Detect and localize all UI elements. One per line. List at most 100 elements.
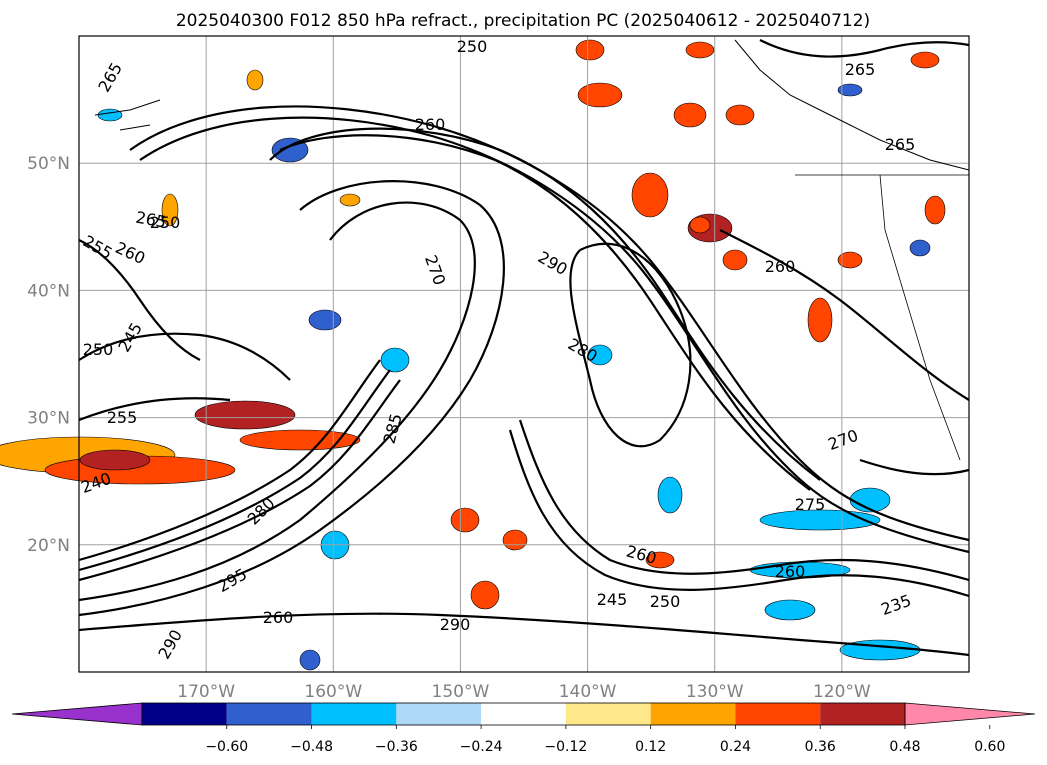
contour-label: 260	[765, 257, 796, 276]
colorbar-tick-label: −0.60	[205, 739, 248, 755]
y-axis-ticks: 20°N 30°N 40°N 50°N	[27, 154, 70, 556]
contour-line	[78, 612, 970, 657]
contour-label: 245	[597, 590, 628, 609]
x-tick-label: 170°W	[177, 682, 235, 702]
precip-shaded-region	[807, 297, 833, 343]
colorbar-tick-label: 0.24	[720, 739, 751, 755]
contour-label: 250	[650, 592, 681, 611]
colorbar-segment	[396, 703, 482, 725]
coastline	[734, 39, 970, 171]
precip-shaded-region	[502, 529, 528, 551]
colorbar-tick-label: −0.36	[375, 739, 418, 755]
contour-label: 260	[263, 608, 294, 627]
precip-shaded-region	[764, 599, 816, 621]
contour-line	[78, 359, 381, 562]
colorbar-segment	[565, 703, 651, 725]
colorbar-segments	[11, 702, 1036, 726]
colorbar-segment	[650, 703, 736, 725]
precip-shaded-region	[246, 69, 264, 91]
precip-shaded-region	[299, 649, 321, 671]
coastlines	[94, 39, 970, 461]
precip-shaded-region	[575, 39, 605, 61]
precip-shaded-region	[645, 551, 675, 569]
refractivity-contours	[78, 39, 970, 657]
map-background	[79, 36, 969, 672]
contour-label: 290	[440, 615, 471, 634]
contour-label: 250	[150, 213, 181, 232]
x-tick-label: 130°W	[686, 682, 744, 702]
precip-shaded-region	[910, 51, 940, 69]
x-tick-label: 150°W	[432, 682, 490, 702]
colorbar-segment	[142, 703, 227, 725]
contour-label: 260	[415, 115, 446, 134]
x-axis-ticks: 170°W 160°W 150°W 140°W 130°W 120°W	[177, 682, 871, 702]
map-frame	[78, 35, 970, 673]
y-tick-label: 30°N	[27, 409, 70, 429]
colorbar-tick-label: 0.36	[805, 739, 836, 755]
coastline	[94, 99, 161, 131]
colorbar-segment	[311, 703, 397, 725]
precip-shaded-region	[673, 102, 707, 128]
precip-shaded-region	[194, 400, 296, 430]
precip-shaded-region	[909, 239, 931, 257]
colorbar-segment	[735, 703, 821, 725]
y-tick-label: 20°N	[27, 536, 70, 556]
colorbar-tick-label: 0.60	[974, 739, 1005, 755]
contour-line	[78, 239, 201, 361]
contour-line	[719, 229, 970, 401]
contour-label: 255	[107, 408, 138, 427]
precip-shaded-region	[759, 509, 881, 531]
precip-shaded-region	[725, 104, 755, 126]
precipitation-shading	[0, 39, 946, 671]
precip-shaded-region	[239, 429, 361, 451]
contour-label: 275	[795, 495, 826, 514]
precip-shaded-region	[837, 83, 863, 97]
contour-label: 265	[885, 135, 916, 154]
precip-shaded-region	[450, 507, 480, 533]
contour-line	[78, 201, 476, 602]
colorbar: −0.60 −0.48 −0.36 −0.24 −0.12 0.12 0.24 0.36 0.4…	[11, 702, 1036, 755]
contour-line	[569, 242, 692, 448]
colorbar-tick-label: 0.48	[889, 739, 920, 755]
contour-label: 250	[457, 37, 488, 56]
precip-shaded-region	[631, 172, 669, 218]
contour-line	[129, 105, 970, 542]
precip-shaded-region	[657, 476, 683, 514]
precip-shaded-region	[308, 309, 342, 331]
contour-line	[508, 429, 970, 598]
contour-line	[78, 397, 231, 422]
colorbar-tick-label: 0.12	[635, 739, 666, 755]
x-tick-label: 120°W	[813, 682, 871, 702]
coastline	[879, 174, 961, 461]
contour-label: 250	[83, 340, 114, 359]
contour-line	[78, 180, 505, 617]
contour-line	[269, 127, 821, 481]
precip-shaded-region	[470, 580, 500, 610]
precip-shaded-region	[380, 347, 410, 373]
colorbar-ticks: −0.60 −0.48 −0.36 −0.24 −0.12 0.12 0.24 0.36 0.4…	[205, 725, 1005, 755]
contour-label: 265	[845, 60, 876, 79]
contour-line	[78, 369, 391, 572]
precip-shaded-region	[685, 41, 715, 59]
precip-shaded-region	[79, 449, 151, 471]
map-panel: 2652502552602452502652652602652502552902…	[0, 35, 970, 673]
precip-shaded-region	[722, 249, 748, 271]
precip-shaded-region	[97, 108, 123, 122]
colorbar-frame	[141, 702, 906, 726]
precip-shaded-region	[339, 193, 361, 207]
contour-line	[859, 458, 970, 476]
gridlines	[79, 36, 969, 672]
colorbar-segment	[226, 703, 312, 725]
chart-title: 2025040300 F012 850 hPa refract., precip…	[176, 11, 870, 31]
x-tick-label: 160°W	[304, 682, 362, 702]
colorbar-extend-high	[904, 702, 1036, 726]
precip-shaded-region	[924, 195, 946, 225]
contour-line	[78, 332, 291, 381]
colorbar-tick-label: −0.12	[544, 739, 587, 755]
colorbar-extend-low	[11, 702, 143, 726]
precip-shaded-region	[161, 193, 179, 227]
x-tick-label: 140°W	[559, 682, 617, 702]
colorbar-segment	[820, 703, 905, 725]
contour-line	[518, 419, 970, 582]
